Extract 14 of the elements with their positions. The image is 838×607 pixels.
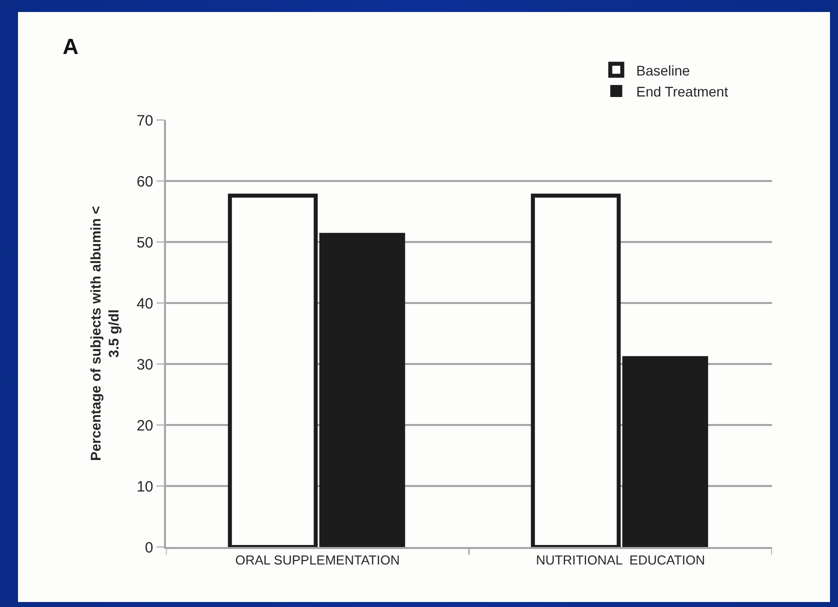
y-tick-label: 10	[136, 478, 154, 496]
y-tick-label: 60	[136, 173, 154, 190]
x-tick-label: NUTRITIONAL EDUCATION	[536, 552, 706, 568]
legend-label: Baseline	[636, 62, 690, 78]
y-tick-label: 50	[136, 234, 154, 252]
y-axis-title: Percentage of subjects with albumin < 3.5 g/dl	[87, 206, 122, 461]
y-tick-label: 20	[136, 417, 154, 434]
y-tick-label: 70	[136, 112, 154, 130]
legend-label: End Treatment	[636, 83, 728, 100]
y-tick-label: 0	[144, 539, 154, 556]
y-tick-label: 40	[136, 295, 154, 312]
x-tick-label: ORAL SUPPLEMENTATION	[235, 552, 400, 568]
y-tick-label: 30	[136, 356, 154, 374]
chart-title: A	[62, 34, 79, 59]
